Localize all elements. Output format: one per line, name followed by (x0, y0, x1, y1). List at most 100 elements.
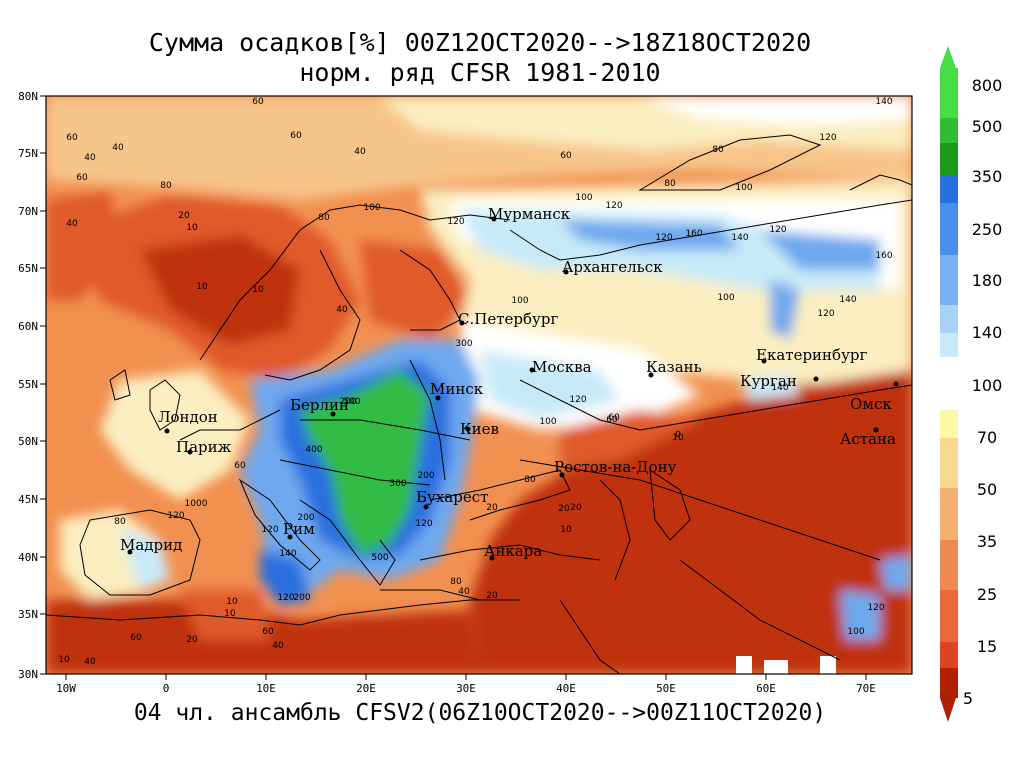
contour-label: 500 (343, 397, 360, 407)
colorbar-labels: 800 500 350 250 180 140 100 70 50 35 25 … (963, 76, 1002, 708)
contour-label: 120 (655, 233, 672, 243)
lat-label: 30N (18, 668, 38, 681)
colorbar (940, 46, 958, 722)
lat-label: 75N (18, 147, 38, 160)
contour-label: 60 (252, 97, 264, 107)
lat-label: 70N (18, 205, 38, 218)
contour-label: 40 (354, 147, 366, 157)
lat-label: 80N (18, 90, 38, 103)
lon-label: 60E (756, 682, 776, 695)
contour-label: 80 (318, 213, 330, 223)
map-title: Сумма осадков[%] 00Z12OCT2020-->18Z18OCT… (148, 28, 812, 57)
contour-label: 100 (575, 193, 592, 203)
city-moscow: Москва (532, 358, 592, 376)
lon-label: 0 (163, 682, 170, 695)
city-dot (893, 381, 899, 387)
colorbar-label: 350 (972, 167, 1003, 186)
city-dot (489, 555, 495, 561)
contour-label: 20 (570, 503, 582, 513)
city-dot (813, 376, 819, 382)
contour-label: 80 (160, 181, 172, 191)
colorbar-label: 70 (977, 428, 997, 447)
contour-label: 40 (272, 641, 284, 651)
contour-label: 60 (606, 415, 618, 425)
lon-label: 50E (656, 682, 676, 695)
contour-label: 80 (664, 179, 676, 189)
city-kurgan: Курган (740, 372, 797, 390)
colorbar-label: 500 (972, 117, 1003, 136)
city-berlin: Берлин (290, 396, 349, 414)
city-kyiv: Киев (460, 420, 499, 438)
contour-label: 120 (819, 133, 836, 143)
contour-label: 200 (297, 513, 314, 523)
contour-label: 140 (279, 549, 296, 559)
contour-label: 10 (560, 525, 572, 535)
city-st-petersburg: С.Петербург (458, 310, 558, 328)
contour-label: 60 (76, 173, 88, 183)
contour-label: 1000 (185, 499, 208, 509)
contour-label: 10 (672, 433, 684, 443)
contour-label: 100 (363, 203, 380, 213)
city-dot (648, 372, 654, 378)
city-dot (330, 411, 336, 417)
contour-label: 400 (305, 445, 322, 455)
colorbar-arrow-down (940, 698, 956, 722)
contour-label: 20 (558, 504, 570, 514)
contour-label: 140 (731, 233, 748, 243)
contour-label: 10 (196, 282, 208, 292)
city-dot (127, 549, 133, 555)
colorbar-label: 35 (977, 532, 997, 551)
lat-label: 60N (18, 320, 38, 333)
city-dot (287, 534, 293, 540)
lat-label: 65N (18, 262, 38, 275)
contour-label: 300 (389, 479, 406, 489)
lat-label: 50N (18, 435, 38, 448)
city-madrid: Мадрид (120, 536, 182, 554)
city-markers (127, 216, 899, 561)
contour-label: 500 (371, 553, 388, 563)
contour-label: 60 (608, 413, 620, 423)
contour-label: 160 (875, 251, 892, 261)
contour-label: 20 (178, 211, 190, 221)
city-dot (491, 216, 497, 222)
lat-label: 45N (18, 493, 38, 506)
lat-label: 40N (18, 551, 38, 564)
city-dot (465, 426, 471, 432)
contour-label: 40 (84, 657, 96, 667)
contour-label: 20 (486, 503, 498, 513)
contour-label: 120 (605, 201, 622, 211)
city-rome: Рим (283, 520, 315, 538)
contour-label: 20 (486, 591, 498, 601)
contour-label: 40 (84, 153, 96, 163)
contour-label: 10 (226, 597, 238, 607)
city-astana: Астана (840, 430, 896, 448)
contour-label: 300 (455, 339, 472, 349)
city-dot (435, 395, 441, 401)
contour-labels: 60 40 60 60 40 40 60 80 10 20 10 40 10 8… (58, 97, 893, 667)
city-dot (459, 320, 465, 326)
contour-label: 120 (817, 309, 834, 319)
contour-label: 120 (167, 511, 184, 521)
contour-label: 80 (450, 577, 462, 587)
contour-label: 120 (261, 525, 278, 535)
city-dot (164, 428, 170, 434)
contour-label: 160 (685, 229, 702, 239)
city-bucharest: Бухарест (416, 488, 488, 506)
contour-label: 60 (234, 461, 246, 471)
colorbar-label: 140 (972, 323, 1003, 342)
city-ankara: Анкара (484, 542, 542, 560)
contour-label: 10 (252, 285, 264, 295)
city-london: Лондон (158, 408, 218, 426)
city-dot (423, 504, 429, 510)
city-murmansk: Мурманск (488, 205, 571, 223)
lon-label: 30E (456, 682, 476, 695)
colorbar-label: 250 (972, 220, 1003, 239)
contour-label: 10 (224, 609, 236, 619)
contour-label: 0 (675, 430, 681, 440)
contour-label: 120 (867, 603, 884, 613)
colorbar-label: 5 (963, 689, 973, 708)
contour-label: 200 (339, 397, 356, 407)
contour-label: 120 (415, 519, 432, 529)
lon-label: 10W (56, 682, 76, 695)
